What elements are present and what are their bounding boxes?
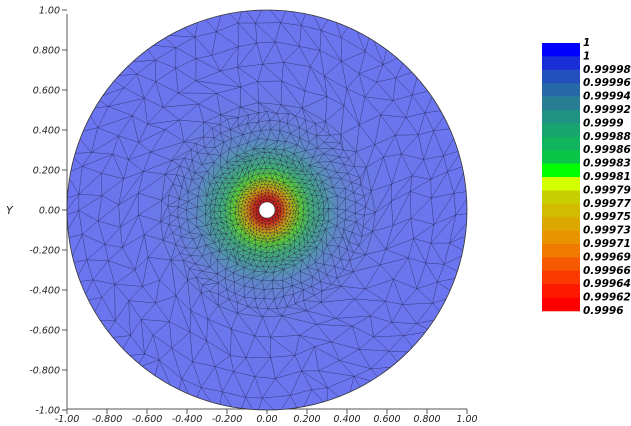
legend-label: 0.99962 [583, 292, 631, 304]
x-tick-label: 0.00 [256, 414, 277, 425]
legend-swatch [542, 83, 580, 97]
legend-swatch [542, 69, 580, 84]
y-tick-label: 1.00 [39, 6, 60, 17]
legend-swatch [542, 244, 580, 258]
y-tick-label: -0.800 [29, 366, 60, 377]
legend-swatch [542, 270, 580, 285]
legend-label: 1 [583, 50, 590, 62]
x-tick-label: 0.800 [413, 414, 440, 425]
y-tick-label: -0.200 [29, 246, 60, 257]
legend-swatch [542, 217, 580, 231]
legend-label: 0.99969 [583, 251, 631, 263]
y-axis-label: Y [6, 204, 14, 217]
legend-label: 0.9996 [583, 305, 624, 317]
legend-label: 1 [583, 37, 590, 49]
y-tick-label: 0.200 [33, 166, 60, 177]
mesh-disk [66, 9, 468, 411]
legend-swatch [542, 96, 580, 111]
x-tick-label: -0.400 [172, 414, 203, 425]
domain-boundary [66, 9, 468, 411]
legend-swatch [542, 43, 580, 57]
legend-label: 0.9999 [583, 117, 624, 129]
legend-swatch [542, 150, 580, 164]
legend-label: 0.99973 [583, 225, 631, 237]
legend-label: 0.99977 [583, 198, 631, 210]
inner-hole [258, 201, 276, 219]
legend-label: 0.99966 [583, 265, 631, 277]
x-tick-label: -0.200 [212, 414, 243, 425]
x-tick-label: 0.400 [333, 414, 360, 425]
legend-label: 0.99981 [583, 171, 631, 183]
legend-swatch [542, 230, 580, 245]
legend-swatch [542, 110, 580, 124]
legend-swatch [542, 190, 580, 205]
legend-label: 0.99979 [583, 184, 631, 196]
legend-swatch [542, 203, 580, 218]
x-tick-label: 0.600 [373, 414, 400, 425]
y-tick-label: -0.600 [29, 326, 60, 337]
legend-label: 0.99986 [583, 144, 631, 156]
legend-swatch [542, 136, 580, 151]
y-axis-ticks: 1.00 0.800 0.600 0.400 0.200 0.00 -0.200 -0.400… [29, 6, 67, 417]
x-tick-label: -1.00 [55, 414, 80, 425]
x-tick-label: 0.200 [293, 414, 320, 425]
legend-swatch [542, 163, 580, 178]
legend-label: 0.99971 [583, 238, 631, 250]
y-tick-label: -0.400 [29, 286, 60, 297]
y-tick-label: 0.600 [33, 86, 60, 97]
legend-swatch [542, 123, 580, 138]
legend-swatch [542, 177, 580, 191]
legend-label: 0.99994 [583, 91, 631, 103]
y-tick-label: 0.400 [33, 126, 60, 137]
legend-swatch [542, 297, 580, 312]
legend-label: 0.99964 [583, 278, 631, 290]
legend-swatch [542, 257, 580, 272]
x-tick-label: 1.00 [456, 414, 477, 425]
legend-label: 0.99988 [583, 131, 631, 143]
legend-label: 0.99983 [583, 158, 631, 170]
legend-label: 0.99998 [583, 64, 631, 76]
y-tick-label: -1.00 [35, 406, 60, 417]
x-tick-label: -0.800 [92, 414, 123, 425]
axes: 1.00 0.800 0.600 0.400 0.200 0.00 -0.200 -0.400… [6, 6, 478, 426]
legend-swatch [542, 284, 580, 298]
x-axis-ticks: -1.00 -0.800 -0.600 -0.400 -0.200 0.00 0.200 0.… [55, 409, 478, 425]
legend-label: 0.99992 [583, 104, 631, 116]
legend-label: 0.99975 [583, 211, 631, 223]
x-tick-label: -0.600 [132, 414, 163, 425]
legend-swatch [542, 56, 580, 71]
y-tick-label: 0.800 [33, 46, 60, 57]
legend-label: 0.99996 [583, 77, 631, 89]
y-tick-label: 0.00 [39, 206, 60, 217]
